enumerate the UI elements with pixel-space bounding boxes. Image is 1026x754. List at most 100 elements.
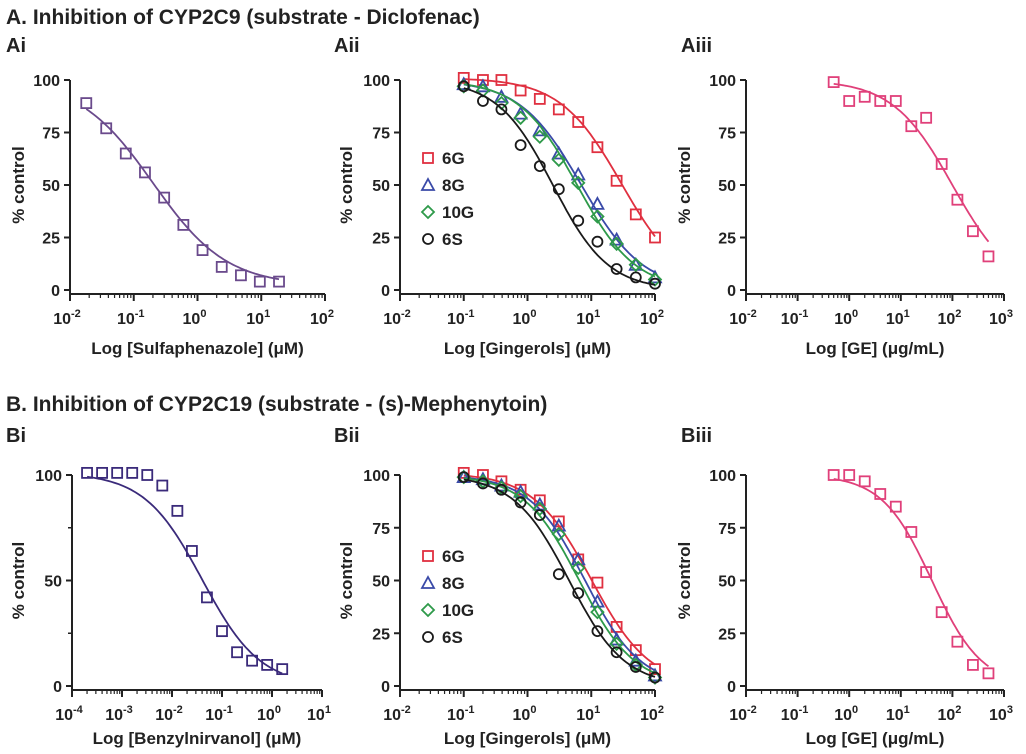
data-point xyxy=(982,667,995,680)
section-a-title: A. Inhibition of CYP2C9 (substrate - Dic… xyxy=(6,6,480,29)
legend-label: 10G xyxy=(442,203,474,222)
fit-curve-6S xyxy=(463,87,656,286)
x-tick-label: 101 xyxy=(886,704,910,724)
data-point xyxy=(514,84,527,97)
data-point xyxy=(126,466,139,479)
data-point xyxy=(177,218,190,231)
data-point xyxy=(513,105,529,120)
y-tick-label: 0 xyxy=(381,679,390,696)
data-point xyxy=(139,166,151,179)
data-point xyxy=(514,496,527,509)
x-tick-label: 10-2 xyxy=(383,704,411,724)
data-point xyxy=(874,95,887,107)
data-point xyxy=(905,526,918,538)
data-point xyxy=(935,606,948,619)
x-tick-label: 10-1 xyxy=(447,704,475,724)
data-point xyxy=(80,97,93,109)
y-axis-label: % control xyxy=(337,146,356,223)
x-tick-label: 103 xyxy=(989,704,1013,724)
panel-label: Biii xyxy=(681,425,712,447)
y-axis-label: % control xyxy=(9,146,28,223)
x-tick-label: 100 xyxy=(513,704,537,724)
panel-label: Bii xyxy=(334,425,360,447)
x-tick-label: 10-2 xyxy=(729,308,757,328)
y-tick-label: 50 xyxy=(372,178,390,195)
data-point xyxy=(551,145,567,160)
y-tick-label: 0 xyxy=(727,679,736,696)
x-axis-label: Log [GE] (μg/mL) xyxy=(806,339,945,358)
data-point xyxy=(533,509,546,521)
y-axis-label: % control xyxy=(9,542,28,619)
legend-marker xyxy=(420,602,436,618)
y-axis-label: % control xyxy=(337,542,356,619)
y-tick-label: 75 xyxy=(718,521,736,538)
data-point xyxy=(533,93,546,105)
data-point xyxy=(119,147,132,160)
data-point xyxy=(253,275,266,288)
data-point xyxy=(570,166,586,181)
legend-label: 10G xyxy=(442,601,474,620)
data-point xyxy=(533,160,546,173)
y-tick-label: 75 xyxy=(718,126,736,143)
legend-label: 8G xyxy=(442,176,465,195)
y-tick-label: 100 xyxy=(363,73,390,90)
data-point xyxy=(156,479,169,492)
data-point xyxy=(513,488,528,504)
data-point xyxy=(513,110,528,126)
fit-curve-8G xyxy=(463,83,656,274)
x-tick-label: 100 xyxy=(513,308,537,328)
fit-curve-10G xyxy=(463,83,656,278)
chart-panel-Aii: Aii 0 25 50 75 100 10-2 10-1 100 101 102 Log [Ginge… xyxy=(334,35,664,358)
data-point xyxy=(477,477,489,490)
data-point xyxy=(235,269,247,282)
chart-panel-Bii: Bii 0 25 50 75 100 10-2 10-1 100 101 102 Log [Ginge… xyxy=(334,425,664,748)
x-tick-label: 10-2 xyxy=(155,704,183,724)
x-tick-label: 10-2 xyxy=(53,308,81,328)
data-point xyxy=(609,636,624,652)
data-point xyxy=(201,591,213,604)
legend-label: 6S xyxy=(442,230,463,249)
data-point xyxy=(533,494,546,507)
data-point xyxy=(589,196,605,210)
x-tick-label: 10-1 xyxy=(117,308,145,328)
data-point xyxy=(610,263,623,275)
data-point xyxy=(843,469,856,481)
data-point xyxy=(551,526,567,542)
x-tick-label: 10-2 xyxy=(729,704,757,724)
y-tick-label: 25 xyxy=(42,231,60,248)
data-point xyxy=(905,120,918,133)
x-axis-label: Log [Gingerols] (μM) xyxy=(444,339,611,358)
data-point xyxy=(629,208,642,221)
panel-label: Aiii xyxy=(681,35,712,57)
x-tick-label: 101 xyxy=(307,704,331,724)
data-point xyxy=(552,183,565,196)
legend-label: 6G xyxy=(442,149,465,168)
data-point xyxy=(572,116,585,128)
data-point xyxy=(196,244,209,257)
data-point xyxy=(649,663,661,676)
data-point xyxy=(982,250,995,263)
data-point xyxy=(570,551,586,566)
y-tick-label: 0 xyxy=(53,679,62,696)
x-tick-label: 102 xyxy=(640,704,664,724)
legend-label: 6S xyxy=(442,628,463,647)
data-point xyxy=(609,231,625,246)
y-tick-label: 25 xyxy=(718,231,736,248)
y-tick-label: 100 xyxy=(709,73,736,90)
x-tick-label: 10-2 xyxy=(383,308,411,328)
data-point xyxy=(590,604,605,620)
data-point xyxy=(457,471,470,484)
data-point xyxy=(96,466,109,479)
data-point xyxy=(967,225,979,238)
data-point xyxy=(649,671,661,684)
data-point xyxy=(967,659,979,671)
legend-marker xyxy=(422,550,434,562)
x-tick-label: 102 xyxy=(937,704,961,724)
x-tick-label: 102 xyxy=(640,308,664,328)
data-point xyxy=(572,214,585,227)
y-tick-label: 0 xyxy=(51,283,60,300)
data-point xyxy=(858,475,871,488)
data-point xyxy=(552,515,565,528)
data-point xyxy=(610,174,623,187)
